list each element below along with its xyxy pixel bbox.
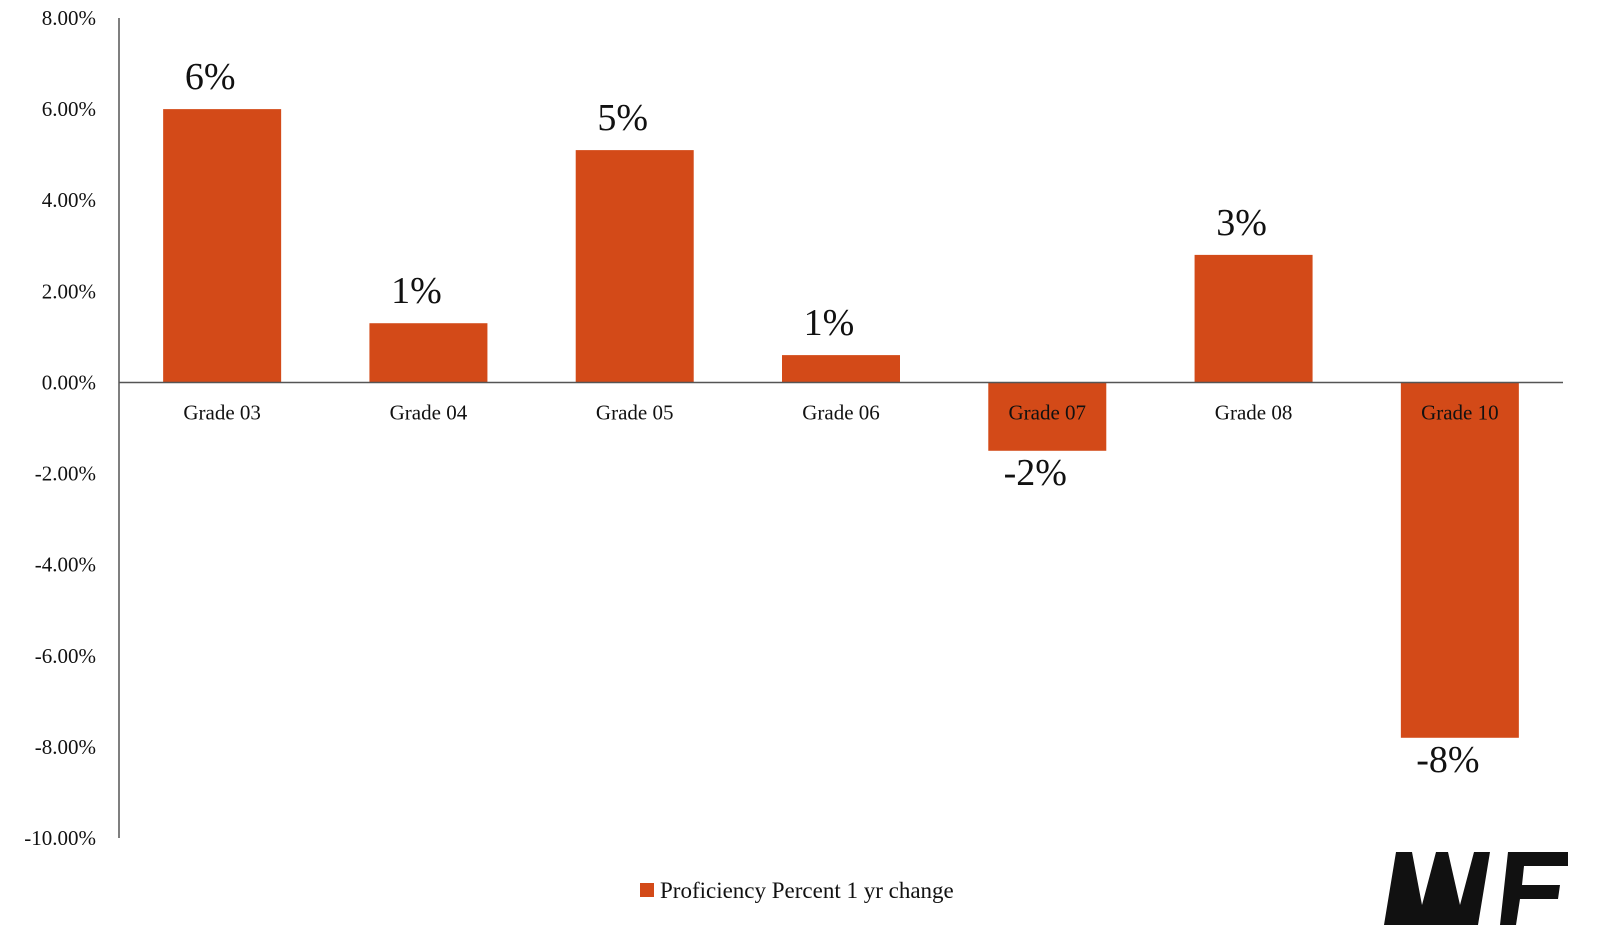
category-labels: Grade 03 Grade 04 Grade 05 Grade 06 Grade 07…	[183, 400, 1498, 424]
y-tick-label: 0.00%	[42, 370, 96, 394]
legend-swatch	[640, 883, 654, 897]
y-tick-label: -2.00%	[35, 462, 96, 486]
bars-group	[163, 109, 1519, 738]
bar-data-label: 1%	[804, 302, 855, 344]
data-labels: 6% 1% 5% 1% -2% 3% -8%	[185, 56, 1480, 781]
bar-data-label: 5%	[597, 97, 648, 139]
bar-grade-05	[575, 150, 694, 383]
x-category-label: Grade 10	[1421, 400, 1499, 424]
bar-grade-08	[1194, 254, 1313, 383]
y-tick-label: 8.00%	[42, 6, 96, 30]
bar-grade-07	[988, 382, 1107, 451]
bar-data-label: -8%	[1416, 739, 1479, 781]
partial-logo-mark	[1384, 852, 1568, 925]
bar-data-label: 3%	[1216, 202, 1267, 244]
y-tick-label: 6.00%	[42, 97, 96, 121]
x-category-label: Grade 08	[1215, 400, 1293, 424]
y-tick-label: -6.00%	[35, 644, 96, 668]
y-axis-ticks: 8.00% 6.00% 4.00% 2.00% 0.00% -2.00% -4.00% -6.…	[24, 6, 96, 850]
bar-grade-04	[369, 323, 488, 383]
legend: Proficiency Percent 1 yr change	[640, 878, 954, 903]
y-tick-label: 2.00%	[42, 279, 96, 303]
bar-grade-10	[1400, 382, 1519, 738]
y-tick-label: -8.00%	[35, 735, 96, 759]
bar-data-label: -2%	[1004, 452, 1067, 494]
x-category-label: Grade 05	[596, 400, 674, 424]
x-category-label: Grade 04	[390, 400, 468, 424]
bar-grade-03	[163, 109, 282, 383]
legend-series-label: Proficiency Percent 1 yr change	[660, 878, 954, 903]
y-tick-label: 4.00%	[42, 188, 96, 212]
x-category-label: Grade 07	[1009, 400, 1087, 424]
y-tick-label: -10.00%	[24, 826, 96, 850]
x-category-label: Grade 03	[183, 400, 261, 424]
y-tick-label: -4.00%	[35, 553, 96, 577]
bar-grade-06	[782, 355, 900, 383]
axes-group	[118, 18, 1563, 838]
x-category-label: Grade 06	[802, 400, 880, 424]
bar-data-label: 6%	[185, 56, 236, 98]
bar-data-label: 1%	[391, 270, 442, 312]
